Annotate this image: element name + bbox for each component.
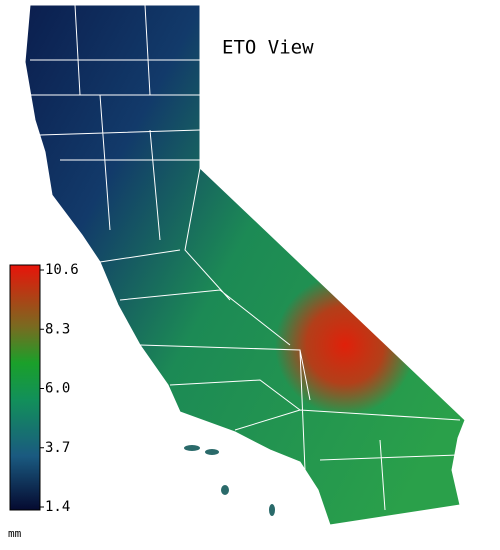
map-title: ETO View <box>222 37 314 59</box>
colorbar-tick-label: 10.6 <box>45 262 79 278</box>
colorbar-tick-label: 1.4 <box>45 499 70 515</box>
county-lines <box>24 4 466 526</box>
islands <box>184 445 275 516</box>
colorbar-ticks: 10.6 8.3 6.0 3.7 1.4 <box>40 262 79 515</box>
colorbar-unit: mm <box>8 527 22 540</box>
colorbar-tick-label: 6.0 <box>45 381 70 397</box>
colorbar-tick-label: 3.7 <box>45 440 70 456</box>
colorbar-tick-label: 8.3 <box>45 321 70 337</box>
colorbar <box>9 264 41 511</box>
